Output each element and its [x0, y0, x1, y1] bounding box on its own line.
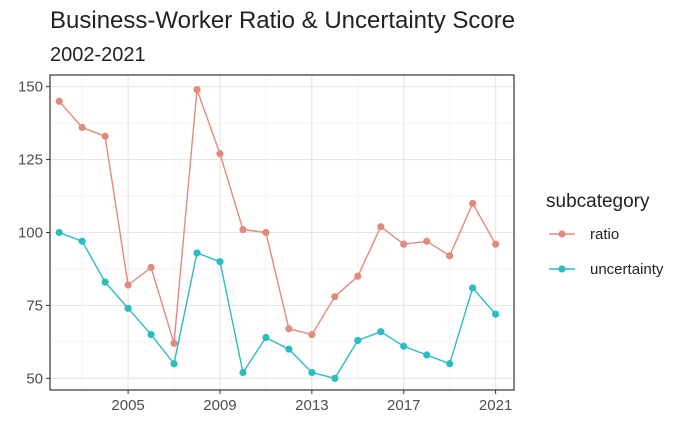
x-tick-label: 2017: [387, 397, 420, 414]
data-point-uncertainty: [377, 328, 385, 336]
data-point-uncertainty: [492, 310, 500, 318]
x-tick-label: 2021: [479, 397, 512, 414]
data-point-uncertainty: [78, 237, 86, 245]
data-point-ratio: [262, 228, 270, 237]
data-point-uncertainty: [285, 345, 293, 353]
data-point-uncertainty: [354, 336, 362, 345]
data-point-ratio: [377, 223, 385, 231]
data-point-uncertainty: [239, 368, 247, 377]
data-point-ratio: [469, 199, 477, 207]
data-point-ratio: [101, 132, 109, 140]
data-point-uncertainty: [423, 351, 431, 359]
data-point-ratio: [492, 240, 500, 248]
data-point-ratio: [216, 150, 224, 158]
x-tick-label: 2005: [111, 397, 144, 414]
legend: subcategory ratio uncertainty: [546, 191, 664, 278]
y-tick-label: 150: [18, 79, 43, 96]
x-axis: 2005 2009 2013 2017 2021: [111, 390, 512, 414]
data-point-uncertainty: [193, 249, 201, 257]
grid: [50, 75, 514, 390]
data-point-ratio: [446, 252, 454, 260]
legend-key-point: [558, 230, 566, 238]
data-point-uncertainty: [262, 333, 270, 342]
data-point-uncertainty: [170, 360, 178, 368]
data-point-ratio: [354, 272, 362, 280]
data-point-ratio: [308, 330, 316, 339]
series-points: [55, 85, 500, 382]
x-tick-label: 2009: [203, 397, 236, 414]
data-point-ratio: [239, 225, 247, 234]
legend-key-point: [558, 265, 566, 273]
plot-area: [49, 74, 515, 391]
data-point-uncertainty: [469, 284, 477, 292]
data-point-uncertainty: [331, 374, 339, 382]
chart-title: Business-Worker Ratio & Uncertainty Scor…: [50, 7, 515, 34]
data-point-uncertainty: [216, 258, 224, 266]
data-point-ratio: [55, 97, 63, 105]
legend-label-ratio: ratio: [590, 226, 619, 243]
data-point-uncertainty: [147, 330, 155, 339]
data-point-ratio: [170, 339, 178, 347]
data-point-uncertainty: [101, 278, 109, 286]
y-tick-label: 100: [18, 225, 43, 242]
data-point-ratio: [331, 293, 339, 301]
data-point-ratio: [285, 325, 293, 333]
data-point-ratio: [423, 237, 431, 245]
data-point-uncertainty: [400, 342, 408, 350]
data-point-uncertainty: [55, 228, 63, 237]
data-point-ratio: [124, 281, 132, 289]
series-line-uncertainty: [58, 231, 497, 380]
data-point-ratio: [147, 263, 155, 272]
y-tick-label: 50: [26, 370, 43, 387]
data-point-uncertainty: [124, 304, 132, 312]
y-tick-label: 75: [26, 297, 43, 314]
data-point-uncertainty: [308, 368, 316, 377]
data-point-ratio: [78, 123, 86, 132]
data-point-ratio: [193, 85, 201, 94]
y-tick-label: 125: [18, 152, 43, 169]
data-point-uncertainty: [446, 360, 454, 368]
data-point-ratio: [400, 240, 408, 248]
chart-subtitle: 2002-2021: [50, 44, 146, 66]
y-axis: 50 75 100 125 150: [18, 79, 50, 387]
x-tick-label: 2013: [295, 397, 328, 414]
series-lines: [58, 89, 497, 380]
series-line-ratio: [58, 89, 497, 344]
legend-label-uncertainty: uncertainty: [590, 261, 664, 278]
legend-title: subcategory: [546, 191, 650, 212]
legend-items: ratio uncertainty: [549, 226, 664, 278]
